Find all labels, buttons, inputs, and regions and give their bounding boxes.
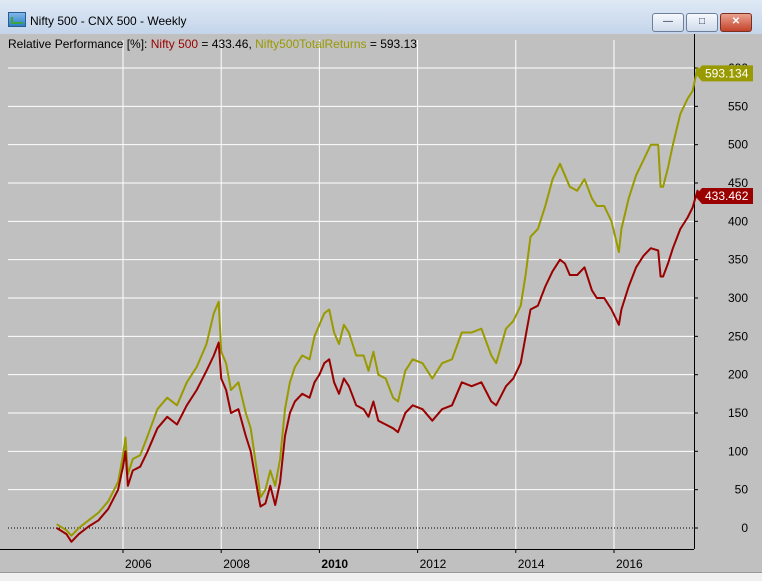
window-title: Nifty 500 - CNX 500 - Weekly <box>30 14 187 28</box>
last-value-tag-nifty-500 <box>695 188 753 205</box>
y-tick-label-250: 250 <box>728 329 748 343</box>
chart-area[interactable]: 0501001502002503003504004505005506002006… <box>0 34 762 572</box>
y-tick-label-200: 200 <box>728 368 748 382</box>
x-tick-label-2006: 2006 <box>125 557 152 571</box>
series-line-nifty-500 <box>56 189 701 543</box>
title-bar: Nifty 500 - CNX 500 - Weekly — □ ✕ <box>0 0 762 35</box>
chart-legend: Relative Performance [%]: Nifty 500 = 43… <box>8 37 417 51</box>
y-tick-label-300: 300 <box>728 291 748 305</box>
x-tick-label-2012: 2012 <box>420 557 447 571</box>
last-value-tag-nifty500totalreturns <box>695 65 753 82</box>
legend-total-returns-value: = 593.13 <box>366 37 417 51</box>
legend-prefix: Relative Performance [%]: <box>8 37 151 51</box>
y-tick-label-50: 50 <box>735 483 749 497</box>
app-chart-icon <box>8 12 26 27</box>
y-tick-label-400: 400 <box>728 214 748 228</box>
y-tick-label-450: 450 <box>728 176 748 190</box>
y-tick-label-100: 100 <box>728 444 748 458</box>
x-tick-label-2016: 2016 <box>616 557 643 571</box>
y-tick-label-550: 550 <box>728 99 748 113</box>
last-value-label-nifty500totalreturns: 593.134 <box>705 66 749 80</box>
maximize-button[interactable]: □ <box>686 13 718 32</box>
y-tick-label-150: 150 <box>728 406 748 420</box>
x-tick-label-2014: 2014 <box>518 557 545 571</box>
y-tick-label-350: 350 <box>728 253 748 267</box>
minimize-button[interactable]: — <box>652 13 684 32</box>
close-button[interactable]: ✕ <box>720 13 752 32</box>
last-value-label-nifty-500: 433.462 <box>705 189 749 203</box>
legend-nifty500-label: Nifty 500 <box>150 37 199 51</box>
series-line-nifty500totalreturns <box>56 67 701 537</box>
y-tick-label-0: 0 <box>741 521 748 535</box>
x-tick-label-2008: 2008 <box>223 557 250 571</box>
legend-nifty500-value: = 433.46, <box>198 37 256 51</box>
y-tick-label-500: 500 <box>728 138 748 152</box>
x-tick-label-2010: 2010 <box>321 557 348 571</box>
chart-canvas: 0501001502002503003504004505005506002006… <box>0 34 753 571</box>
legend-total-returns-label: Nifty500TotalReturns <box>255 37 367 51</box>
sheet-tabs-bar[interactable] <box>0 572 762 581</box>
